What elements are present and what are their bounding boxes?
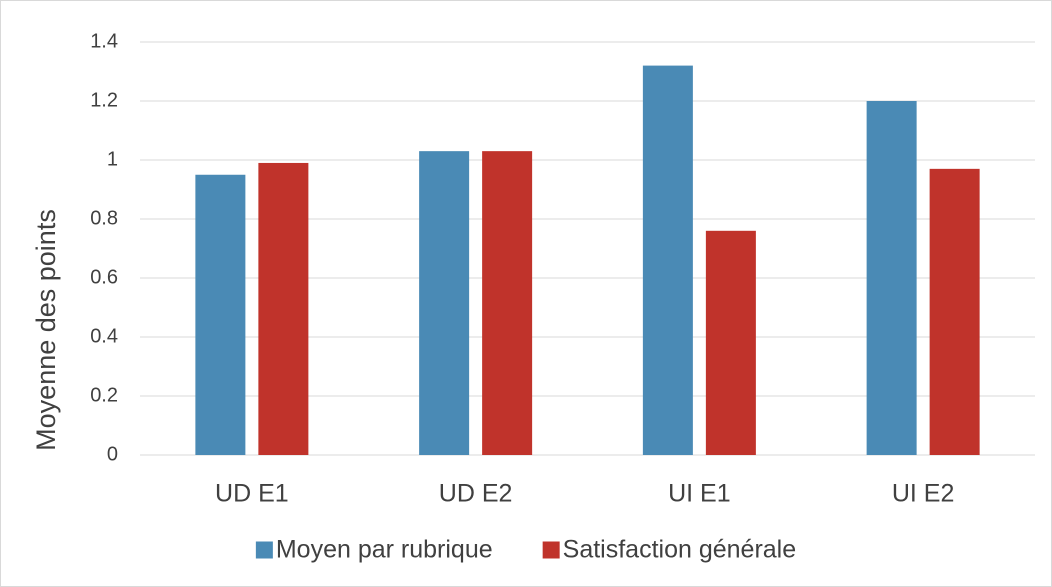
bar: [866, 101, 917, 455]
bar: [419, 151, 470, 455]
bar: [482, 151, 533, 455]
x-tick-label: UI E2: [892, 480, 955, 508]
y-tick-label: 0.6: [90, 266, 118, 288]
y-axis-label: Moyenne des points: [31, 209, 61, 451]
x-tick-label: UD E1: [215, 480, 289, 508]
legend-item: Moyen par rubrique: [255, 536, 493, 564]
x-tick-label: UD E2: [439, 480, 513, 508]
y-tick-label: 0.4: [90, 325, 118, 347]
x-tick-label: UI E1: [668, 480, 731, 508]
legend-label: Moyen par rubrique: [276, 536, 493, 564]
legend-swatch: [542, 541, 560, 559]
bar: [929, 168, 980, 455]
y-tick-label: 0: [107, 443, 118, 465]
legend-item: Satisfaction générale: [542, 536, 796, 564]
y-tick-label: 1.4: [90, 30, 118, 52]
bar: [195, 174, 246, 455]
bar: [642, 65, 693, 455]
legend-label: Satisfaction générale: [563, 536, 796, 564]
y-tick-label: 1: [107, 148, 118, 170]
y-tick-label: 0.8: [90, 207, 118, 229]
bar: [258, 162, 309, 455]
y-tick-label: 1.2: [90, 89, 118, 111]
y-tick-label: 0.2: [90, 384, 118, 406]
bar: [705, 230, 756, 455]
legend-swatch: [255, 541, 273, 559]
